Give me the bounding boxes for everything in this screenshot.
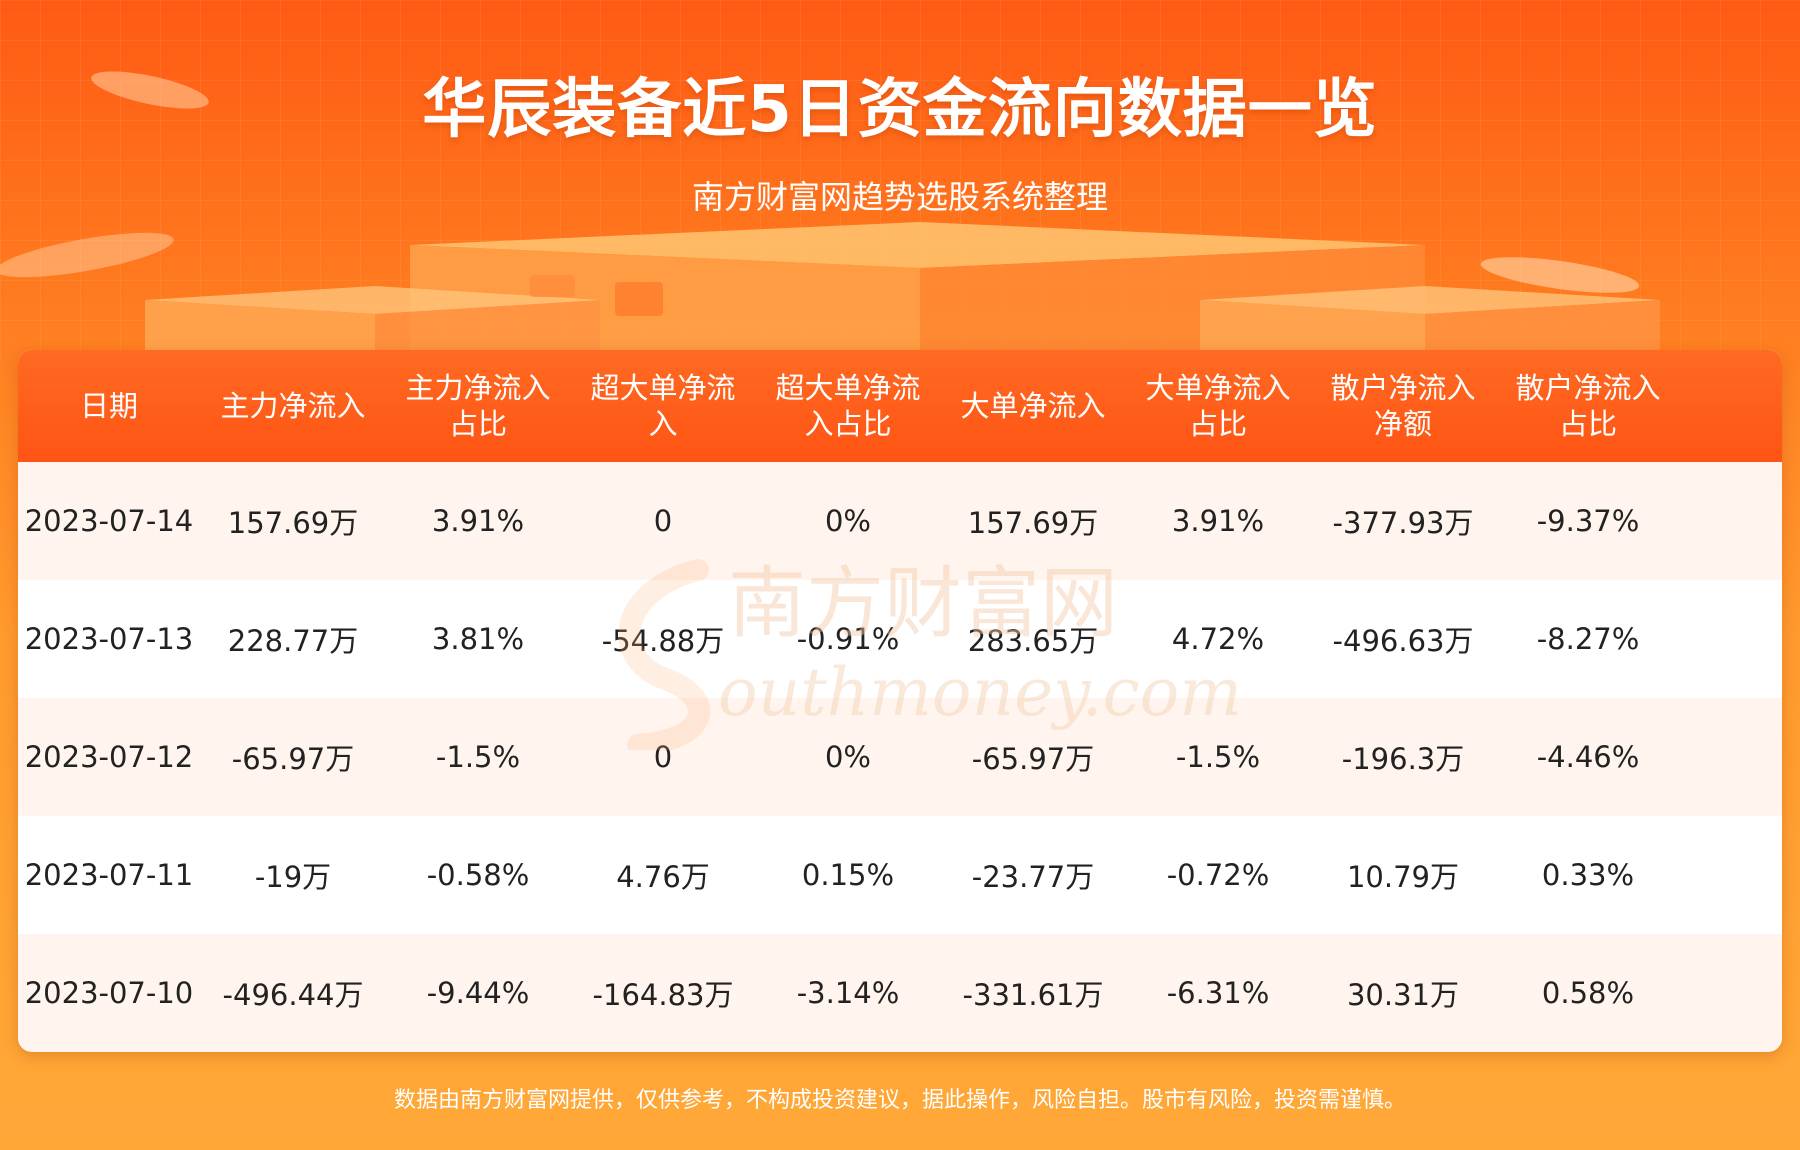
value-cell: 283.65万 bbox=[967, 624, 1099, 658]
value-cell: -6.31% bbox=[1166, 976, 1270, 1010]
value-cell: -8.27% bbox=[1536, 622, 1640, 656]
column-header: 大单净流入 占比 bbox=[1126, 350, 1310, 462]
column-header-label: 超大单净流 bbox=[590, 371, 736, 405]
value-cell: 4.76万 bbox=[616, 860, 710, 894]
value-cell: -164.83万 bbox=[592, 978, 734, 1012]
value-cell: 157.69万 bbox=[967, 506, 1099, 540]
value-cell: 157.69万 bbox=[227, 506, 359, 540]
table-header: 日期 主力净流入 主力净流入 占比 超大单净流入超大单净流 入占比 大单净流入 大单净流入 占比… bbox=[18, 350, 1782, 462]
value-cell: -19万 bbox=[254, 860, 332, 894]
table-row: 2023-07-11 -19万 -0.58% 4.76万 0.15% -23.77万 -0.… bbox=[18, 816, 1782, 934]
column-header: 超大单净流入 bbox=[570, 350, 756, 462]
value-cell: 3.91% bbox=[431, 504, 525, 538]
value-cell: -65.97万 bbox=[971, 742, 1095, 776]
date-cell: 2023-07-12 bbox=[24, 740, 194, 774]
column-header-label: 净额 bbox=[1373, 407, 1432, 441]
table-row: 2023-07-13 228.77万 3.81% -54.88万 -0.91% 283.6… bbox=[18, 580, 1782, 698]
header-decoration bbox=[0, 71, 1660, 360]
value-cell: -377.93万 bbox=[1332, 506, 1474, 540]
value-cell: 0% bbox=[824, 740, 871, 774]
column-header-label: 散户净流入 bbox=[1515, 371, 1661, 405]
value-cell: -1.5% bbox=[1175, 740, 1261, 774]
value-cell: 0.33% bbox=[1541, 858, 1635, 892]
disclaimer: 数据由南方财富网提供，仅供参考，不构成投资建议，据此操作，风险自担。股市有风险，… bbox=[393, 1088, 1406, 1113]
value-cell: -9.44% bbox=[426, 976, 530, 1010]
column-header-label: 日期 bbox=[79, 389, 138, 423]
column-header-label: 大单净流入 bbox=[960, 389, 1106, 423]
value-cell: -196.3万 bbox=[1341, 742, 1465, 776]
value-cell: 10.79万 bbox=[1346, 860, 1460, 894]
date-cell: 2023-07-11 bbox=[24, 858, 194, 892]
column-header-label: 超大单净流 bbox=[775, 371, 921, 405]
date-cell: 2023-07-13 bbox=[24, 622, 194, 656]
column-header-label: 散户净流入 bbox=[1330, 371, 1476, 405]
column-header: 散户净流入 净额 bbox=[1310, 350, 1496, 462]
column-header-label: 占比 bbox=[448, 407, 507, 441]
data-table: 日期 主力净流入 主力净流入 占比 超大单净流入超大单净流 入占比 大单净流入 大单净流入 占比… bbox=[18, 350, 1782, 1052]
date-cell: 2023-07-14 bbox=[24, 504, 194, 538]
value-cell: 0.15% bbox=[801, 858, 895, 892]
column-header-label: 占比 bbox=[1188, 407, 1247, 441]
value-cell: 0% bbox=[824, 504, 871, 538]
page-title: 华辰装备近5日资金流向数据一览 bbox=[422, 73, 1378, 147]
table-row: 2023-07-10 -496.44万 -9.44% -164.83万 -3.14% -3… bbox=[18, 934, 1782, 1052]
table-row: 2023-07-12 -65.97万 -1.5% 0 0% -65.97万 -1.5% -19… bbox=[18, 698, 1782, 816]
value-cell: 228.77万 bbox=[227, 624, 359, 658]
column-header-label: 入占比 bbox=[804, 407, 892, 441]
column-header-label: 大单净流入 bbox=[1145, 371, 1291, 405]
value-cell: -1.5% bbox=[435, 740, 521, 774]
value-cell: 0.58% bbox=[1541, 976, 1635, 1010]
table-row: 2023-07-14 157.69万 3.91% 0 0% 157.69万 3.91% -37… bbox=[18, 462, 1782, 580]
value-cell: -0.91% bbox=[796, 622, 900, 656]
value-cell: -0.58% bbox=[426, 858, 530, 892]
value-cell: 0 bbox=[653, 740, 673, 774]
value-cell: -4.46% bbox=[1536, 740, 1640, 774]
column-header: 日期 bbox=[18, 350, 200, 462]
value-cell: -65.97万 bbox=[231, 742, 355, 776]
value-cell: 30.31万 bbox=[1346, 978, 1460, 1012]
column-header-label: 主力净流入 bbox=[405, 371, 551, 405]
value-cell: 0 bbox=[653, 504, 673, 538]
value-cell: -23.77万 bbox=[971, 860, 1095, 894]
page-subtitle: 南方财富网趋势选股系统整理 bbox=[691, 178, 1108, 216]
value-cell: 4.72% bbox=[1171, 622, 1265, 656]
value-cell: -9.37% bbox=[1536, 504, 1640, 538]
column-header: 主力净流入 bbox=[200, 350, 386, 462]
value-cell: -0.72% bbox=[1166, 858, 1270, 892]
value-cell: 3.91% bbox=[1171, 504, 1265, 538]
value-cell: 3.81% bbox=[431, 622, 525, 656]
column-header-label: 入 bbox=[648, 407, 678, 441]
value-cell: -496.63万 bbox=[1332, 624, 1474, 658]
value-cell: -331.61万 bbox=[962, 978, 1104, 1012]
value-cell: -496.44万 bbox=[222, 978, 364, 1012]
date-cell: 2023-07-10 bbox=[24, 976, 194, 1010]
column-header: 主力净流入 占比 bbox=[386, 350, 570, 462]
value-cell: -54.88万 bbox=[601, 624, 725, 658]
value-cell: -3.14% bbox=[796, 976, 900, 1010]
column-header: 大单净流入 bbox=[940, 350, 1126, 462]
column-header-label: 主力净流入 bbox=[220, 389, 366, 423]
column-header-label: 占比 bbox=[1558, 407, 1617, 441]
column-header: 散户净流入 占比 bbox=[1496, 350, 1680, 462]
column-header: 超大单净流 入占比 bbox=[756, 350, 940, 462]
